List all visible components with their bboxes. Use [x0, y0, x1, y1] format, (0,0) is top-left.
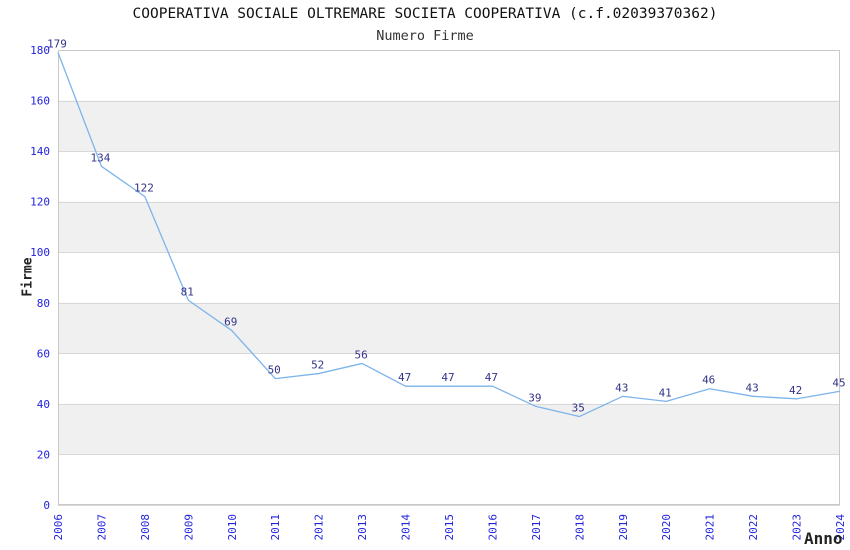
- x-tick-label: 2017: [530, 514, 543, 541]
- y-tick-label: 20: [37, 448, 50, 461]
- chart-band: [58, 302, 840, 354]
- y-tick-label: 80: [37, 297, 50, 310]
- plot-border: [58, 50, 840, 505]
- x-tick-label: 2006: [52, 514, 65, 541]
- point-value-label: 50: [268, 364, 281, 377]
- x-tick-label: 2010: [226, 514, 239, 541]
- point-value-label: 47: [485, 371, 498, 384]
- series-line: [57, 52, 841, 418]
- chart-band: [58, 403, 840, 455]
- point-value-label: 41: [659, 386, 672, 399]
- x-tick-label: 2009: [182, 514, 195, 541]
- y-tick-label: 160: [30, 95, 50, 108]
- x-tick-label: 2008: [139, 514, 152, 541]
- y-tick-label: 180: [30, 44, 50, 57]
- point-value-label: 179: [47, 38, 67, 51]
- point-value-label: 35: [572, 402, 585, 415]
- point-value-label: 39: [528, 391, 541, 404]
- y-tick-label: 60: [37, 347, 50, 360]
- x-tick-label: 2014: [400, 514, 413, 541]
- x-tick-label: 2007: [95, 514, 108, 541]
- point-value-label: 42: [789, 384, 802, 397]
- point-value-label: 47: [398, 371, 411, 384]
- x-tick-label: 2020: [660, 514, 673, 541]
- point-value-label: 52: [311, 359, 324, 372]
- x-tick-label: 2021: [704, 514, 717, 541]
- x-axis-title: Anno: [804, 529, 843, 548]
- point-value-label: 47: [441, 371, 454, 384]
- chart-subtitle: Numero Firme: [376, 28, 474, 44]
- x-tick-label: 2022: [747, 514, 760, 541]
- point-value-label: 46: [702, 374, 715, 387]
- y-tick-label: 40: [37, 398, 50, 411]
- y-tick-label: 120: [30, 196, 50, 209]
- point-value-label: 69: [224, 316, 237, 329]
- x-tick-label: 2016: [486, 514, 499, 541]
- x-tick-label: 2019: [617, 514, 630, 541]
- x-tick-label: 2012: [313, 514, 326, 541]
- point-value-label: 122: [134, 182, 154, 195]
- y-tick-label: 100: [30, 246, 50, 259]
- x-tick-label: 2024: [834, 514, 847, 541]
- chart-band: [58, 100, 840, 152]
- x-tick-label: 2011: [269, 514, 282, 541]
- point-value-label: 56: [354, 348, 367, 361]
- point-value-label: 43: [745, 381, 758, 394]
- x-tick-label: 2013: [356, 514, 369, 541]
- x-tick-label: 2018: [573, 514, 586, 541]
- point-value-label: 81: [181, 285, 194, 298]
- x-tick-label: 2015: [443, 514, 456, 541]
- x-tick-label: 2023: [791, 514, 804, 541]
- point-value-label: 45: [832, 376, 845, 389]
- point-value-label: 43: [615, 381, 628, 394]
- chart-title: COOPERATIVA SOCIALE OLTREMARE SOCIETA CO…: [132, 6, 718, 22]
- y-tick-label: 0: [43, 499, 50, 512]
- chart-band: [58, 201, 840, 253]
- point-value-label: 134: [90, 151, 110, 164]
- y-tick-label: 140: [30, 145, 50, 158]
